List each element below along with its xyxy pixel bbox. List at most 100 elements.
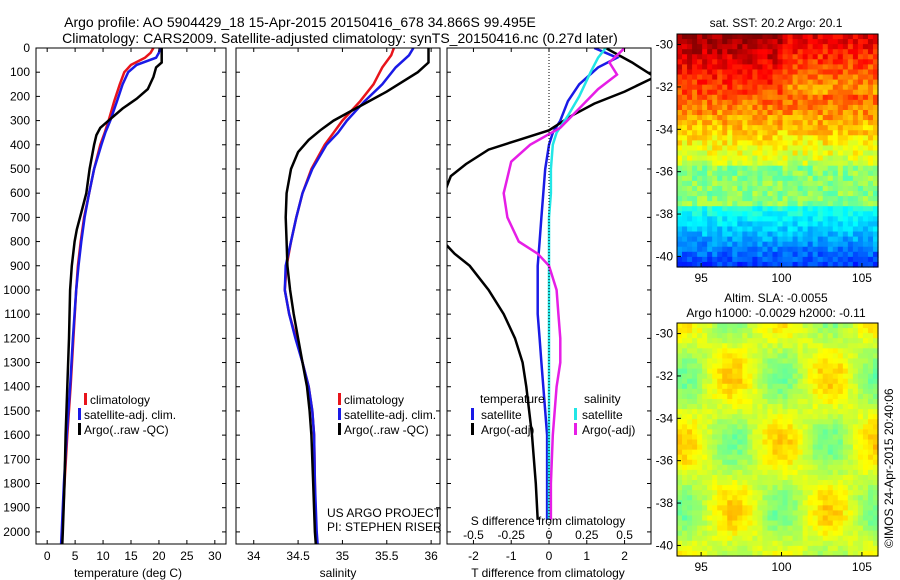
heatmap-cell [807, 480, 814, 486]
heatmap-cell [702, 388, 708, 395]
heatmap-cell [802, 165, 809, 172]
heatmap-cell [867, 251, 874, 258]
heatmap-cell [697, 69, 703, 76]
heatmap-cell [742, 185, 748, 192]
heatmap-cell [737, 211, 743, 217]
heatmap-cell [712, 236, 718, 243]
map-lon-tick-label: 105 [852, 560, 872, 574]
sla-map-title-line1: Altim. SLA: -0.0055 [724, 291, 828, 305]
heatmap-cell [812, 520, 819, 527]
heatmap-cell [817, 363, 824, 370]
heatmap-cell [702, 515, 708, 522]
heatmap-cell [732, 236, 738, 243]
heatmap-cell [772, 79, 779, 86]
heatmap-cell [677, 155, 683, 162]
heatmap-cell [762, 398, 769, 405]
heatmap-cell [797, 449, 804, 456]
heatmap-cell [702, 140, 708, 147]
heatmap-cell [747, 343, 753, 349]
heatmap-cell [682, 69, 688, 76]
heatmap-cell [822, 495, 829, 501]
heatmap-cell [857, 495, 864, 501]
heatmap-cell [782, 388, 789, 395]
heatmap-cell [797, 500, 804, 506]
heatmap-cell [787, 535, 794, 542]
heatmap-cell [692, 185, 698, 192]
heatmap-cell [832, 535, 839, 542]
heatmap-cell [727, 246, 733, 253]
heatmap-cell [857, 393, 864, 400]
heatmap-cell [717, 439, 723, 446]
heatmap-cell [762, 241, 769, 248]
heatmap-cell [702, 206, 708, 212]
heatmap-cell [742, 130, 748, 136]
heatmap-cell [752, 115, 759, 121]
heatmap-cell [737, 485, 743, 491]
heatmap-cell [782, 525, 789, 532]
heatmap-cell [687, 140, 693, 147]
heatmap-cell [812, 241, 819, 248]
heatmap-cell [682, 398, 688, 405]
heatmap-cell [862, 414, 869, 420]
heatmap-cell [757, 510, 764, 517]
heatmap-cell [682, 104, 688, 111]
heatmap-cell [812, 115, 819, 121]
heatmap-cell [812, 469, 819, 476]
heatmap-cell [747, 54, 753, 60]
heatmap-cell [692, 510, 698, 517]
heatmap-cell [732, 59, 738, 65]
heatmap-cell [687, 424, 693, 430]
heatmap-cell [767, 393, 774, 400]
heatmap-cell [697, 54, 703, 60]
heatmap-cell [772, 170, 779, 177]
heatmap-cell [727, 130, 733, 136]
heatmap-cell [807, 500, 814, 506]
heatmap-cell [722, 185, 728, 192]
heatmap-cell [702, 338, 708, 344]
heatmap-cell [772, 89, 779, 96]
heatmap-cell [867, 469, 874, 476]
heatmap-cell [852, 525, 859, 532]
difference-lines [447, 48, 651, 520]
heatmap-cell [732, 145, 738, 152]
heatmap-cell [782, 414, 789, 420]
depth-tick-label: 2000 [3, 525, 30, 539]
heatmap-cell [852, 34, 859, 40]
heatmap-cell [767, 434, 774, 441]
heatmap-cell [812, 409, 819, 415]
heatmap-cell [812, 104, 819, 111]
heatmap-cell [782, 59, 789, 65]
heatmap-cell [687, 49, 693, 55]
heatmap-cell [862, 104, 869, 111]
heatmap-cell [677, 109, 683, 116]
heatmap-cell [857, 99, 864, 106]
heatmap-cell [782, 140, 789, 147]
heatmap-cell [827, 454, 834, 461]
heatmap-cell [857, 59, 864, 65]
heatmap-cell [767, 485, 774, 491]
heatmap-cell [767, 328, 774, 334]
heatmap-cell [767, 226, 774, 233]
heatmap-cell [762, 373, 769, 380]
heatmap-cell [687, 185, 693, 192]
heatmap-cell [707, 115, 713, 121]
heatmap-cell [697, 99, 703, 106]
heatmap-cell [872, 459, 879, 466]
heatmap-cell [872, 520, 879, 527]
heatmap-cell [832, 155, 839, 162]
heatmap-cell [857, 170, 864, 177]
heatmap-cell [822, 434, 829, 441]
map-lat-tick-label: -30 [656, 38, 674, 52]
heatmap-cell [782, 520, 789, 527]
heatmap-cell [782, 439, 789, 446]
heatmap-cell [842, 525, 849, 532]
heatmap-cell [822, 44, 829, 50]
heatmap-cell [737, 348, 743, 354]
heatmap-cell [862, 495, 869, 501]
heatmap-cell [817, 145, 824, 152]
heatmap-cell [817, 480, 824, 486]
heatmap-cell [787, 236, 794, 243]
heatmap-cell [772, 373, 779, 380]
heatmap-cell [787, 520, 794, 527]
heatmap-cell [797, 109, 804, 116]
